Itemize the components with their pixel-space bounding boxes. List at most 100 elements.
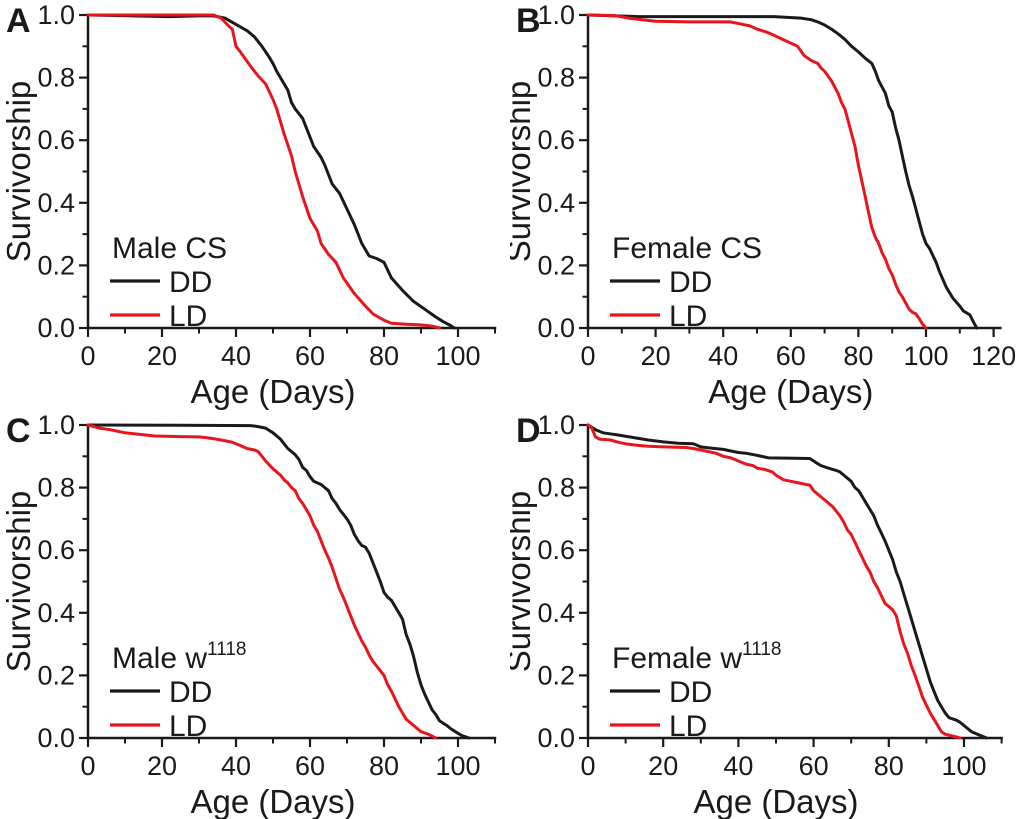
panel-b-letter: B xyxy=(516,2,541,40)
x-tick-label: 60 xyxy=(799,751,829,781)
legend-title: Male CS xyxy=(112,232,227,265)
y-tick-label: 0.0 xyxy=(37,313,75,343)
y-tick-label: 0.6 xyxy=(537,125,575,155)
legend-label-dd: DD xyxy=(669,266,712,299)
x-tick-label: 120 xyxy=(971,341,1016,371)
curve-ld xyxy=(586,13,928,330)
x-axis-title: Age (Days) xyxy=(190,373,355,410)
legend-label-ld: LD xyxy=(669,300,707,333)
y-tick-label: 0.6 xyxy=(37,125,75,155)
x-tick-label: 40 xyxy=(221,341,251,371)
y-axis-ticks: 0.0 0.2 0.4 0.6 0.8 1.0 xyxy=(537,0,588,343)
legend-label-dd: DD xyxy=(169,676,212,709)
curve-dd xyxy=(86,423,471,740)
curve-ld xyxy=(86,13,441,330)
y-tick-label: 0.2 xyxy=(537,660,575,690)
x-axis-ticks: 0 20 40 60 80 100 120 xyxy=(580,328,1016,371)
x-axis-ticks: 0 20 40 60 80 100 xyxy=(580,738,1003,781)
y-tick-label: 1.0 xyxy=(37,410,75,440)
y-axis-title: Survivorship xyxy=(510,81,537,263)
y-tick-label: 0.2 xyxy=(37,660,75,690)
y-tick-label: 1.0 xyxy=(37,0,75,30)
panel-b: B 0 20 40 60 80 100 120 0.0 0.2 0.4 0.6 0.8 1.0 Age (… xyxy=(510,0,1020,410)
x-tick-label: 0 xyxy=(80,341,95,371)
x-tick-label: 100 xyxy=(903,341,948,371)
legend-label-ld: LD xyxy=(669,710,707,743)
x-tick-label: 20 xyxy=(147,751,177,781)
legend-title: Female w1118 xyxy=(612,639,782,675)
curve-dd xyxy=(586,13,979,330)
y-axis-title: Survivorship xyxy=(510,491,537,673)
x-tick-label: 0 xyxy=(580,341,595,371)
x-tick-label: 60 xyxy=(776,341,806,371)
y-tick-label: 1.0 xyxy=(537,410,575,440)
x-axis-title: Age (Days) xyxy=(708,373,873,410)
y-tick-label: 0.4 xyxy=(537,598,575,628)
panel-a-letter: A xyxy=(6,2,31,40)
y-tick-label: 0.4 xyxy=(37,188,75,218)
x-axis-title: Age (Days) xyxy=(190,783,355,819)
x-tick-label: 20 xyxy=(641,341,671,371)
y-axis-title: Survivorship xyxy=(0,81,37,263)
y-tick-label: 1.0 xyxy=(537,0,575,30)
panel-a-chart: 0 20 40 60 80 100 0.0 0.2 0.4 0.6 0.8 1.0 Age (Days)… xyxy=(0,0,497,410)
y-tick-label: 0.2 xyxy=(537,250,575,280)
y-axis-ticks: 0.0 0.2 0.4 0.6 0.8 1.0 xyxy=(37,410,88,753)
x-axis-ticks: 0 20 40 60 80 100 xyxy=(80,738,496,781)
panel-d-letter: D xyxy=(516,412,541,450)
legend-title: Female CS xyxy=(612,232,762,265)
y-tick-label: 0.0 xyxy=(537,723,575,753)
panel-c-chart: 0 20 40 60 80 100 0.0 0.2 0.4 0.6 0.8 1.0 Age (Days)… xyxy=(0,410,497,819)
x-tick-label: 20 xyxy=(147,341,177,371)
y-tick-label: 0.8 xyxy=(537,473,575,503)
y-tick-label: 0.0 xyxy=(537,313,575,343)
y-tick-label: 0.2 xyxy=(37,250,75,280)
legend-label-dd: DD xyxy=(669,676,712,709)
x-tick-label: 60 xyxy=(295,751,325,781)
panel-b-chart: 0 20 40 60 80 100 120 0.0 0.2 0.4 0.6 0.8 1.0 Age (Da… xyxy=(510,0,1016,410)
y-tick-label: 0.6 xyxy=(537,535,575,565)
panel-c-letter: C xyxy=(6,412,31,450)
curve-ld xyxy=(586,423,962,740)
x-tick-label: 0 xyxy=(80,751,95,781)
y-axis-ticks: 0.0 0.2 0.4 0.6 0.8 1.0 xyxy=(537,410,588,753)
x-tick-label: 80 xyxy=(843,341,873,371)
y-tick-label: 0.6 xyxy=(37,535,75,565)
x-tick-label: 40 xyxy=(221,751,251,781)
curve-dd xyxy=(86,13,456,330)
x-tick-label: 0 xyxy=(580,751,595,781)
x-tick-label: 80 xyxy=(369,751,399,781)
y-axis-ticks: 0.0 0.2 0.4 0.6 0.8 1.0 xyxy=(37,0,88,343)
panel-a: A 0 20 40 60 80 100 0.0 0.2 0.4 0.6 0.8 1.0 Age (Day… xyxy=(0,0,510,410)
x-axis-ticks: 0 20 40 60 80 100 xyxy=(80,328,496,371)
x-tick-label: 100 xyxy=(435,751,480,781)
panel-d-chart: 0 20 40 60 80 100 0.0 0.2 0.4 0.6 0.8 1.0 Age (Days)… xyxy=(510,410,1003,819)
curve-ld xyxy=(86,423,438,740)
panel-d: D 0 20 40 60 80 100 0.0 0.2 0.4 0.6 0.8 1.0 Age (Day… xyxy=(510,410,1020,819)
legend-label-dd: DD xyxy=(169,266,212,299)
legend-label-ld: LD xyxy=(169,710,207,743)
panel-c: C 0 20 40 60 80 100 0.0 0.2 0.4 0.6 0.8 1.0 Age (Day… xyxy=(0,410,510,819)
x-axis-title: Age (Days) xyxy=(693,783,858,819)
x-tick-label: 80 xyxy=(369,341,399,371)
y-tick-label: 0.8 xyxy=(537,63,575,93)
x-tick-label: 20 xyxy=(648,751,678,781)
legend-label-ld: LD xyxy=(169,300,207,333)
y-tick-label: 0.8 xyxy=(37,63,75,93)
y-tick-label: 0.0 xyxy=(37,723,75,753)
x-tick-label: 100 xyxy=(941,751,986,781)
x-tick-label: 80 xyxy=(874,751,904,781)
y-tick-label: 0.4 xyxy=(37,598,75,628)
curve-dd xyxy=(586,423,989,740)
y-tick-label: 0.4 xyxy=(537,188,575,218)
legend-title: Male w1118 xyxy=(112,639,246,675)
x-tick-label: 40 xyxy=(708,341,738,371)
x-tick-label: 100 xyxy=(435,341,480,371)
x-tick-label: 40 xyxy=(723,751,753,781)
y-tick-label: 0.8 xyxy=(37,473,75,503)
y-axis-title: Survivorship xyxy=(0,491,37,673)
